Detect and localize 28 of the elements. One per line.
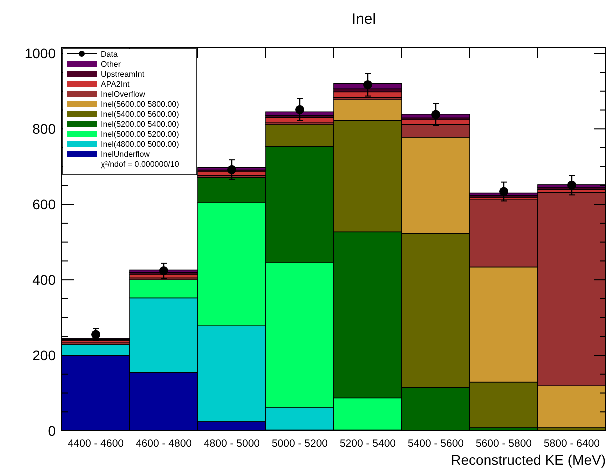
annotation: χ²/ndof = 0.000000/10: [101, 160, 180, 169]
y-tick-label: 1000: [24, 46, 56, 62]
x-tick-label: 5400 - 5600: [408, 438, 464, 450]
x-axis-title: Reconstructed KE (MeV): [451, 452, 606, 468]
legend-label: Inel(5400.00 5600.00): [101, 110, 180, 119]
x-tick-label: 5600 - 5800: [476, 438, 532, 450]
y-tick-label: 600: [32, 196, 56, 212]
legend-label: Other: [101, 60, 122, 69]
legend-label: APA2Int: [101, 80, 131, 89]
legend-label: UpstreamInt: [101, 70, 146, 79]
legend-label: InelUnderflow: [101, 150, 150, 159]
legend-label: Inel(5000.00 5200.00): [101, 130, 180, 139]
x-tick-label: 5800 - 6400: [544, 438, 600, 450]
chart-title: Inel: [352, 11, 376, 28]
y-tick-label: 800: [32, 121, 56, 138]
legend-label: InelOverflow: [101, 90, 146, 99]
y-tick-label: 400: [32, 272, 56, 288]
legend-label: Inel(5200.00 5400.00): [101, 120, 180, 129]
y-tick-label: 0: [48, 422, 56, 439]
y-tick-label: 200: [32, 347, 56, 364]
x-tick-label: 5000 - 5200: [272, 438, 328, 450]
x-tick-label: 4800 - 5000: [204, 438, 260, 450]
legend-label: Inel(5600.00 5800.00): [101, 100, 180, 109]
x-tick-label: 5200 - 5400: [340, 438, 396, 450]
x-tick-label: 4400 - 4600: [68, 438, 124, 450]
x-tick-label: 4600 - 4800: [136, 438, 192, 450]
legend-label: Data: [101, 50, 118, 59]
legend-label: Inel(4800.00 5000.00): [101, 140, 180, 149]
